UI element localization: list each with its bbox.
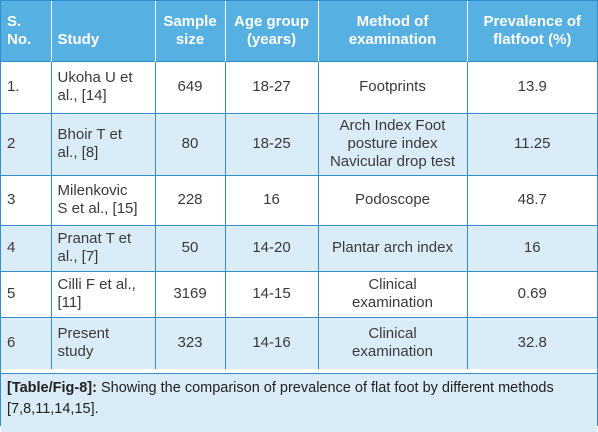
cell-method: Clinical examination [318,316,468,369]
cell-method: Podoscope [318,174,468,225]
cell-sno: 6 [1,316,52,369]
cell-sample-size: 228 [155,174,226,225]
cell-study: Milenkovic S et al., [15] [51,174,156,225]
cell-age-group: 18-25 [225,112,319,175]
cell-prevalence: 16 [467,224,597,271]
header-study: Study [51,1,156,61]
cell-study: Bhoir T et al., [8] [51,112,156,175]
cell-sample-size: 3169 [155,270,226,317]
cell-study: Pranat T et al., [7] [51,224,156,271]
table-row: 1. Ukoha U et al., [14] 649 18-27 Footpr… [1,60,597,113]
cell-method: Clinical examination [318,270,468,317]
cell-sno: 1. [1,60,52,113]
header-sno: S. No. [1,1,52,61]
cell-sno: 2 [1,112,52,175]
cell-sample-size: 80 [155,112,226,175]
header-prevalence: Prevalence of flatfoot (%) [483,12,582,48]
cell-prevalence: 11.25 [467,112,597,175]
cell-prevalence: 32.8 [467,316,597,369]
cell-age-group: 16 [225,174,319,225]
cell-prevalence: 13.9 [467,60,597,113]
header-row: S. No. Study Sample size Age group (year… [1,1,597,61]
cell-prevalence: 48.7 [467,174,597,225]
cell-method: Footprints [318,60,468,113]
cell-prevalence: 0.69 [467,270,597,317]
table-row: 4 Pranat T et al., [7] 50 14-20 Plantar … [1,224,597,271]
cell-study: Cilli F et al., [11] [51,270,156,317]
comparison-table: S. No. Study Sample size Age group (year… [1,1,597,369]
cell-method: Arch Index Foot posture index Navicular … [318,112,468,175]
table-caption: [Table/Fig-8]: Showing the comparison of… [1,373,597,432]
cell-method: Plantar arch index [318,224,468,271]
cell-sno: 4 [1,224,52,271]
table-row: 5 Cilli F et al., [11] 3169 14-15 Clinic… [1,270,597,317]
caption-label: [Table/Fig-8]: [7,380,97,396]
caption-text-line1: Showing the comparison of prevalence of … [100,380,554,396]
table-row: 6 Present study 323 14-16 Clinical exami… [1,316,597,369]
cell-sample-size: 323 [155,316,226,369]
header-method: Method of examination [318,1,468,61]
cell-age-group: 14-20 [225,224,319,271]
cell-age-group: 14-16 [225,316,319,369]
cell-age-group: 14-15 [225,270,319,317]
header-sample-size: Sample size [155,1,226,61]
cell-study: Present study [51,316,156,369]
table-row: 2 Bhoir T et al., [8] 80 18-25 Arch Inde… [1,112,597,175]
cell-sno: 5 [1,270,52,317]
cell-sno: 3 [1,174,52,225]
table-row: 3 Milenkovic S et al., [15] 228 16 Podos… [1,174,597,225]
cell-study: Ukoha U et al., [14] [51,60,156,113]
caption-text-line2: [7,8,11,14,15]. [7,401,99,417]
cell-sample-size: 50 [155,224,226,271]
cell-age-group: 18-27 [225,60,319,113]
header-age-group: Age group (years) [225,1,319,61]
cell-sample-size: 649 [155,60,226,113]
